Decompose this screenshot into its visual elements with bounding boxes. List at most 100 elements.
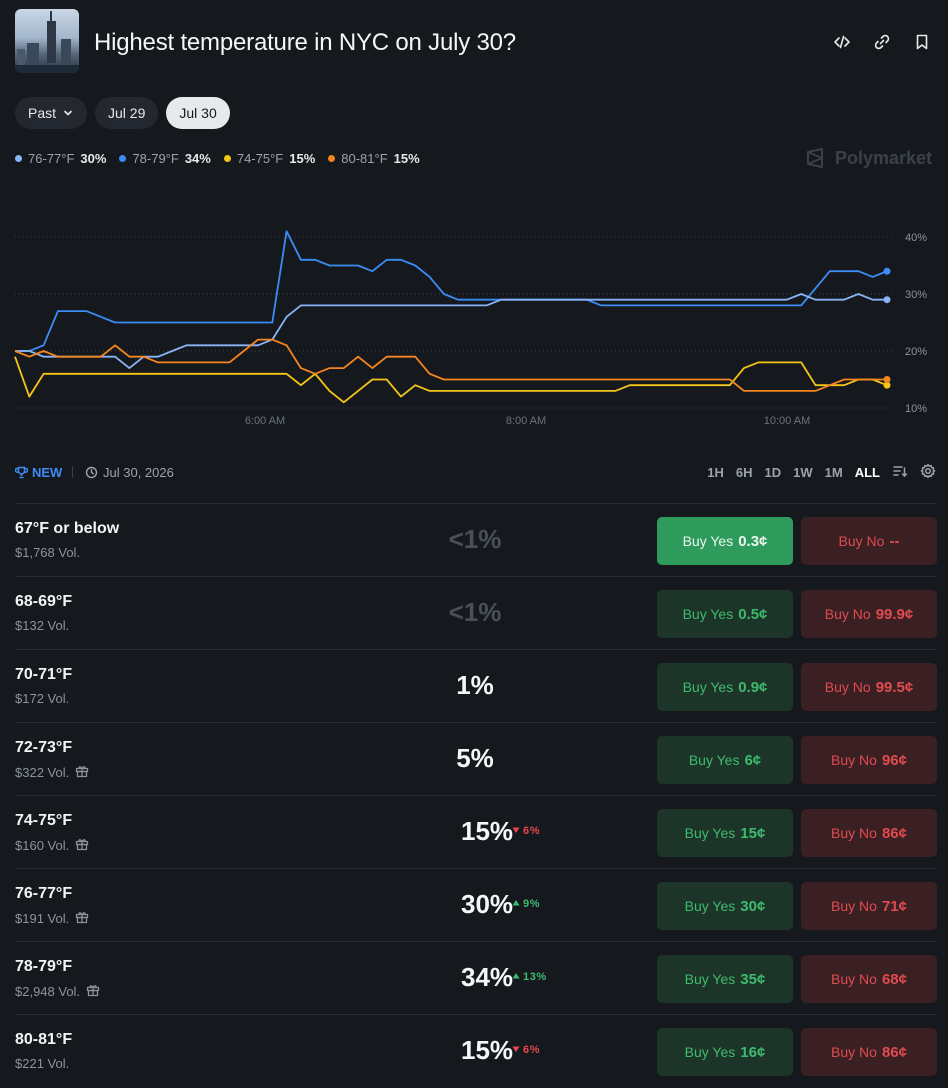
triangle-down-icon (512, 825, 520, 837)
buy-yes-button[interactable]: Buy Yes 0.5¢ (657, 590, 793, 638)
market-header: Highest temperature in NYC on July 30? (15, 9, 933, 73)
volume-text: $1,768 Vol. (15, 545, 81, 560)
legend-dot (15, 155, 22, 162)
y-tick-label: 10% (905, 403, 927, 415)
buy-no-label: Buy No (824, 679, 871, 695)
buy-yes-price: 35¢ (740, 970, 766, 988)
outcome-volume: $132 Vol. (15, 618, 69, 633)
change-value: 9% (523, 898, 541, 910)
buy-no-button[interactable]: Buy No 68¢ (801, 955, 937, 1003)
end-date: Jul 30, 2026 (85, 465, 174, 480)
code-icon[interactable] (831, 31, 853, 53)
legend-pct: 30% (80, 151, 107, 166)
clock-icon (85, 466, 98, 479)
date-pill-jul29[interactable]: Jul 29 (95, 97, 159, 129)
outcome-row[interactable]: 70-71°F $172 Vol. 1% Buy Yes 0.9¢ Buy No 99.5¢ (15, 649, 937, 722)
volume-text: $172 Vol. (15, 691, 70, 706)
buy-no-button[interactable]: Buy No 99.5¢ (801, 663, 937, 711)
series-endpoint (883, 296, 891, 304)
buy-no-label: Buy No (831, 971, 877, 987)
legend-item: 78-79°F 34% (119, 151, 211, 166)
probability-change: 6% (512, 1044, 540, 1056)
buy-no-button[interactable]: Buy No -- (801, 517, 937, 565)
change-value: 6% (523, 825, 541, 837)
series-line (15, 293, 887, 369)
range-1h[interactable]: 1H (707, 465, 724, 480)
buy-no-button[interactable]: Buy No 71¢ (801, 882, 937, 930)
gift-icon (75, 837, 89, 854)
outcome-name: 67°F or below (15, 520, 120, 537)
buy-yes-button[interactable]: Buy Yes 30¢ (657, 882, 793, 930)
outcome-name: 76-77°F (15, 885, 73, 902)
outcome-row[interactable]: 68-69°F $132 Vol. <1% Buy Yes 0.5¢ Buy No 99.9… (15, 576, 937, 649)
bookmark-icon[interactable] (911, 31, 933, 53)
buy-yes-button[interactable]: Buy Yes 16¢ (657, 1028, 793, 1076)
legend-item: 80-81°F 15% (328, 151, 420, 166)
outcome-row[interactable]: 72-73°F $322 Vol. 5% Buy Yes 6¢ Buy No 96¢ (15, 722, 937, 795)
triangle-up-icon (512, 971, 520, 983)
buy-yes-button[interactable]: Buy Yes 35¢ (657, 955, 793, 1003)
buy-no-label: Buy No (831, 1044, 877, 1060)
buy-yes-label: Buy Yes (684, 898, 736, 914)
range-6h[interactable]: 6H (735, 465, 753, 480)
x-tick-label: 8:00 AM (506, 415, 546, 427)
probability-value: 1% (456, 670, 494, 700)
outcome-row[interactable]: 74-75°F $160 Vol. 15% 6% Buy Yes 15¢ Buy No 86¢ (15, 795, 937, 868)
date-selector: Past Jul 29 Jul 30 (15, 97, 230, 129)
buy-yes-label: Buy Yes (684, 1044, 736, 1060)
trophy-icon (15, 466, 28, 479)
link-icon[interactable] (871, 31, 893, 53)
sort-icon[interactable] (892, 463, 908, 482)
legend-pct: 34% (184, 151, 211, 166)
volume-text: $322 Vol. (15, 765, 70, 780)
buy-yes-button[interactable]: Buy Yes 0.9¢ (657, 663, 793, 711)
outcome-probability: 15% (461, 1035, 661, 1066)
buy-no-label: Buy No (831, 752, 877, 768)
legend-dot (119, 155, 127, 162)
triangle-down-icon (512, 1044, 520, 1056)
buy-no-button[interactable]: Buy No 99.9¢ (801, 590, 937, 638)
gear-icon[interactable] (920, 463, 936, 482)
outcome-volume: $2,948 Vol. (15, 983, 100, 1000)
range-1m[interactable]: 1M (824, 465, 843, 480)
gift-icon (75, 764, 89, 781)
range-1d[interactable]: 1D (764, 465, 782, 480)
x-tick-label: 10:00 AM (764, 415, 810, 427)
buy-yes-button[interactable]: Buy Yes 0.3¢ (657, 517, 793, 565)
series-line (15, 230, 888, 352)
gift-icon (86, 983, 100, 1000)
range-1w[interactable]: 1W (793, 465, 813, 480)
buy-no-label: Buy No (831, 825, 877, 841)
outcome-row[interactable]: 76-77°F $191 Vol. 30% 9% Buy Yes 30¢ Buy No 71¢ (15, 868, 937, 941)
volume-text: $132 Vol. (15, 618, 70, 633)
series-line (14, 338, 887, 392)
probability-change: 9% (512, 898, 540, 910)
outcome-row[interactable]: 67°F or below $1,768 Vol. <1% Buy Yes 0.3¢ Bu… (15, 503, 937, 576)
outcome-probability: 15% (461, 816, 661, 847)
buy-yes-price: 15¢ (740, 824, 766, 842)
outcome-row[interactable]: 78-79°F $2,948 Vol. 34% 13% Buy Yes 35¢ Buy No… (15, 941, 937, 1014)
series-line (14, 356, 888, 404)
outcome-name: 72-73°F (15, 739, 73, 756)
date-pill-jul30[interactable]: Jul 30 (166, 97, 230, 129)
polymarket-logo: Polymarket (805, 147, 932, 169)
outcome-probability: 34% (461, 962, 661, 993)
buy-yes-label: Buy Yes (682, 606, 734, 622)
range-all[interactable]: ALL (854, 465, 880, 480)
buy-no-button[interactable]: Buy No 96¢ (801, 736, 937, 784)
buy-no-button[interactable]: Buy No 86¢ (801, 1028, 937, 1076)
outcome-name: 70-71°F (15, 666, 73, 683)
outcome-probability: 1% (445, 670, 645, 701)
buy-yes-price: 16¢ (740, 1043, 766, 1061)
y-tick-label: 20% (905, 346, 927, 358)
buy-no-button[interactable]: Buy No 86¢ (801, 809, 937, 857)
outcome-probability: 5% (445, 743, 645, 774)
buy-yes-button[interactable]: Buy Yes 15¢ (657, 809, 793, 857)
brand-name: Polymarket (835, 147, 933, 168)
new-label: NEW (32, 465, 63, 480)
buy-yes-button[interactable]: Buy Yes 6¢ (657, 736, 793, 784)
past-dropdown[interactable]: Past (15, 97, 88, 129)
outcome-probability: <1% (445, 524, 645, 555)
volume-text: $160 Vol. (15, 838, 70, 853)
outcome-row[interactable]: 80-81°F $221 Vol. 15% 6% Buy Yes 16¢ Buy No 86¢ (15, 1014, 937, 1087)
